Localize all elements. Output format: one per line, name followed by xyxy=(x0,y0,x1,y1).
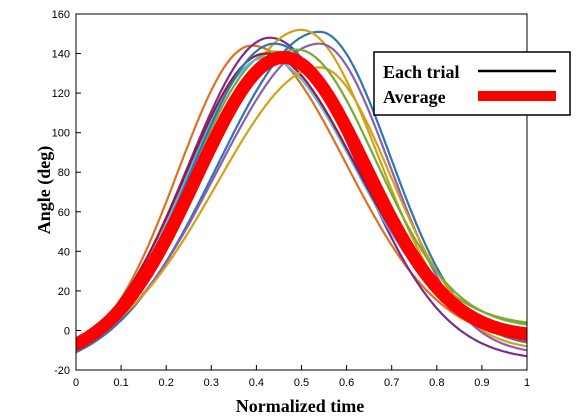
legend-box xyxy=(373,51,571,116)
y-tick-label: -20 xyxy=(54,365,70,377)
legend: Each trial Average xyxy=(373,51,571,116)
x-tick-label: 0.5 xyxy=(294,377,309,389)
ticks-layer: 0 0.1 0.2 0.3 0.4 0.5 0.6 0.7 0.8 0.9 1-2002040608… xyxy=(52,9,530,389)
x-tick-label: 0.4 xyxy=(249,377,264,389)
x-tick-label: 1 xyxy=(524,377,530,389)
x-tick-label: 0.9 xyxy=(474,377,489,389)
x-tick-label: 0 xyxy=(73,377,79,389)
x-tick-label: 0.8 xyxy=(429,377,444,389)
legend-label-each-trial: Each trial xyxy=(383,62,460,82)
y-axis-title: Angle (deg) xyxy=(34,146,55,235)
y-tick-label: 20 xyxy=(58,286,70,298)
trial-line-1 xyxy=(76,44,527,348)
y-tick-label: 60 xyxy=(58,207,70,219)
y-tick-label: 80 xyxy=(58,167,70,179)
y-tick-label: 100 xyxy=(52,128,70,140)
legend-label-average: Average xyxy=(383,87,446,107)
y-tick-label: 40 xyxy=(58,246,70,258)
x-tick-label: 0.3 xyxy=(204,377,219,389)
series-layer xyxy=(76,28,527,358)
x-axis-title: Normalized time xyxy=(236,396,364,416)
x-tick-label: 0.1 xyxy=(113,377,128,389)
y-tick-label: 0 xyxy=(64,325,70,337)
x-tick-label: 0.7 xyxy=(384,377,399,389)
x-tick-label: 0.2 xyxy=(159,377,174,389)
y-tick-label: 120 xyxy=(52,88,70,100)
average-line xyxy=(76,51,527,351)
y-tick-label: 160 xyxy=(52,9,70,21)
y-tick-label: 140 xyxy=(52,49,70,61)
x-tick-label: 0.6 xyxy=(339,377,354,389)
